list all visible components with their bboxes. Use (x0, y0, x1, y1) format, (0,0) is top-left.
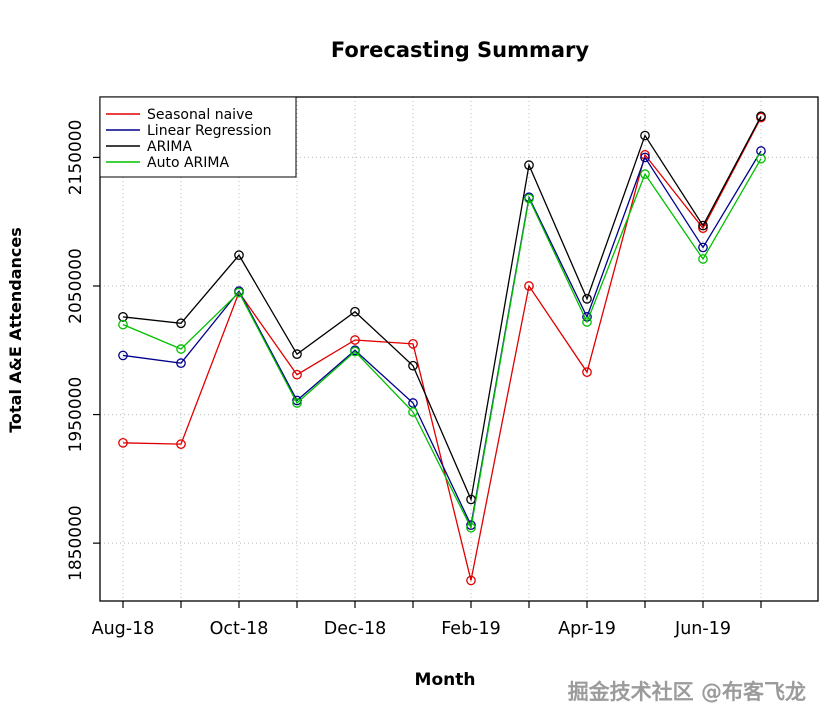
legend-label: ARIMA (147, 139, 193, 155)
series-seasonal-naive (118, 112, 766, 586)
y-tick-label: 1950000 (66, 377, 86, 453)
data-point (176, 358, 186, 368)
data-point (698, 223, 708, 233)
data-point (640, 152, 650, 163)
y-axis: 1850000 1950000 2050000 2150000 (66, 120, 100, 581)
data-point (640, 169, 650, 179)
legend-label: Seasonal naive (147, 107, 253, 123)
y-tick-label: 2050000 (66, 248, 86, 324)
data-point (466, 522, 476, 533)
data-point (524, 160, 534, 170)
data-point (466, 520, 476, 530)
x-axis: Aug-18 Oct-18 Dec-18 Feb-19 Apr-19 Jun-19 (92, 601, 762, 639)
data-point (118, 438, 128, 448)
data-point (524, 281, 534, 291)
data-point (582, 367, 592, 377)
data-point (292, 349, 302, 359)
series-linear-regression (118, 146, 766, 530)
data-point (466, 494, 476, 505)
data-point (176, 439, 186, 449)
data-point (640, 130, 650, 141)
data-point (350, 335, 360, 345)
watermark-text: 掘金技术社区 @布客飞龙 (567, 680, 806, 704)
data-point (408, 360, 418, 371)
data-point (756, 153, 766, 164)
data-point (698, 220, 708, 231)
x-tick-label: Feb-19 (441, 619, 501, 639)
data-point (176, 344, 186, 354)
plot-border (99, 96, 819, 602)
series-auto-arima (118, 153, 766, 533)
data-point (234, 250, 244, 260)
data-point (524, 193, 534, 204)
data-point (698, 242, 708, 253)
legend-box (99, 96, 297, 178)
data-point (756, 111, 766, 122)
data-point (234, 287, 244, 298)
chart-title: Forecasting Summary (330, 38, 590, 62)
data-point (292, 369, 302, 380)
x-tick-label: Jun-19 (674, 619, 731, 639)
x-tick-label: Dec-18 (324, 619, 386, 639)
data-point (466, 575, 476, 586)
legend-label: Linear Regression (147, 123, 272, 139)
y-tick-label: 1850000 (66, 505, 86, 581)
y-tick-label: 2150000 (66, 120, 86, 196)
data-point (408, 407, 418, 417)
data-point (118, 350, 128, 361)
x-tick-label: Apr-19 (558, 619, 616, 639)
x-axis-label: Month (414, 670, 476, 690)
data-point (350, 306, 360, 317)
data-point (118, 319, 128, 330)
data-point (292, 398, 302, 408)
data-point (582, 294, 592, 304)
data-point (176, 318, 186, 329)
data-point (756, 146, 766, 156)
x-tick-label: Aug-18 (92, 619, 155, 639)
data-point (698, 254, 708, 264)
series-arima (118, 111, 766, 505)
data-point (582, 317, 592, 327)
data-point (292, 395, 302, 406)
data-point (408, 339, 418, 349)
x-tick-label: Oct-18 (210, 619, 269, 639)
data-point (118, 312, 128, 322)
data-point (350, 346, 360, 357)
legend-label: Auto ARIMA (147, 155, 229, 171)
